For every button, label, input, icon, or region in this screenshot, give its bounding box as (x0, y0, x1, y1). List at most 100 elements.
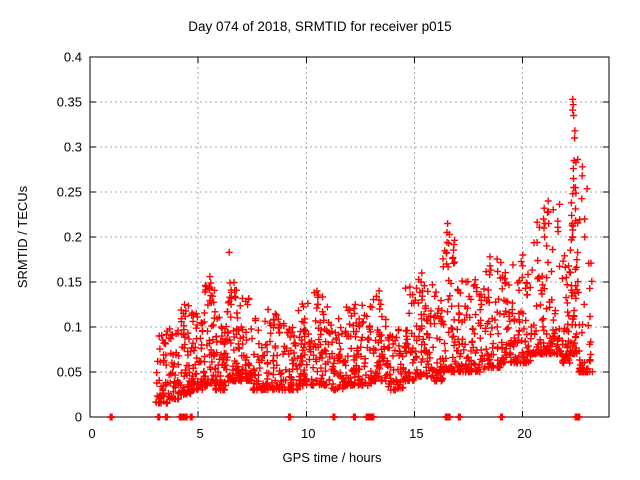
data-point (577, 328, 587, 337)
data-point (484, 293, 493, 302)
data-point (526, 283, 535, 292)
data-point (555, 262, 564, 271)
data-points (151, 95, 597, 408)
data-point (539, 214, 548, 224)
data-point (586, 356, 595, 366)
data-point (448, 253, 458, 262)
data-point (585, 284, 594, 293)
data-point (481, 267, 491, 276)
data-point (521, 316, 530, 325)
data-point (578, 171, 587, 181)
data-point (558, 274, 567, 283)
data-point (485, 270, 494, 279)
data-point (247, 334, 257, 343)
data-point (485, 252, 495, 261)
grid-lines (90, 57, 609, 417)
data-point (225, 293, 234, 302)
data-point (566, 268, 575, 277)
data-point (417, 268, 426, 278)
data-point (224, 248, 234, 257)
data-point (571, 204, 580, 214)
data-point (544, 219, 553, 228)
x-tick-label: 0 (88, 426, 95, 441)
data-point (504, 323, 513, 333)
y-axis-label: SRMTID / TECUs (15, 185, 30, 288)
data-point (336, 345, 345, 354)
data-point (200, 352, 209, 361)
data-point (518, 348, 527, 357)
data-point (303, 299, 313, 308)
data-point (540, 203, 549, 213)
data-point (205, 272, 215, 281)
zero-data-point (154, 412, 164, 422)
data-point (431, 287, 441, 297)
data-point (207, 321, 216, 331)
data-point (569, 111, 578, 120)
x-tick-label: 10 (301, 426, 315, 441)
data-point (401, 284, 410, 293)
data-point (155, 344, 165, 354)
data-point (518, 261, 527, 270)
data-point (199, 367, 209, 376)
data-point (417, 357, 426, 367)
data-point (166, 369, 176, 379)
data-point (263, 305, 273, 314)
data-point (508, 260, 518, 270)
data-point (508, 298, 517, 308)
y-tick-label: 0 (75, 410, 82, 425)
data-point (367, 303, 377, 312)
x-tick-label: 20 (517, 426, 531, 441)
data-point (539, 314, 548, 323)
data-point (580, 232, 589, 242)
data-point (560, 251, 569, 260)
data-point (518, 250, 527, 260)
data-point (200, 308, 209, 318)
data-point (493, 322, 502, 332)
data-point (503, 297, 512, 307)
data-point (222, 307, 232, 316)
data-point (570, 133, 579, 143)
data-point (536, 300, 545, 310)
data-point (562, 273, 571, 282)
zero-data-point (285, 412, 295, 422)
data-point (453, 325, 462, 334)
data-point (540, 232, 549, 242)
data-point (530, 330, 539, 339)
data-point (580, 214, 589, 224)
data-point (558, 257, 568, 266)
data-point (233, 313, 242, 323)
x-tick-label: 5 (197, 426, 204, 441)
data-point (197, 344, 206, 353)
data-point (445, 291, 454, 300)
data-point (542, 304, 551, 313)
data-point (235, 301, 245, 310)
data-point (536, 286, 546, 295)
data-point (375, 304, 384, 314)
data-point (210, 307, 220, 316)
data-point (570, 126, 580, 136)
x-tick-label: 15 (409, 426, 423, 441)
data-point (476, 355, 485, 364)
data-point (555, 200, 564, 209)
zero-data-point (455, 412, 465, 422)
data-point (254, 326, 263, 335)
data-point (217, 322, 226, 332)
data-point (436, 296, 446, 305)
data-point (569, 174, 578, 183)
data-point (441, 346, 450, 355)
data-point (206, 291, 216, 300)
data-point (582, 184, 592, 194)
data-point (313, 367, 322, 376)
data-point (586, 350, 595, 359)
zero-data-point (330, 412, 340, 422)
plot-border (89, 56, 610, 418)
data-point (269, 351, 278, 360)
data-point (564, 261, 573, 271)
data-point (485, 261, 495, 270)
data-point (404, 309, 414, 318)
y-tick-label: 0.05 (57, 365, 82, 380)
data-point (533, 256, 542, 265)
data-point (443, 219, 452, 228)
data-point (563, 298, 572, 308)
